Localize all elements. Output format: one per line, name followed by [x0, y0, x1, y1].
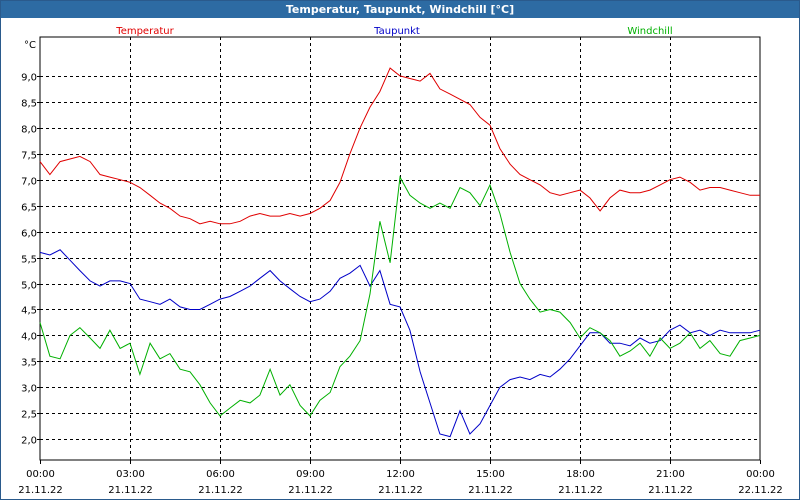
y-tick-label: 8,0 — [21, 125, 37, 136]
x-tick-date-label: 21.11.22 — [18, 485, 63, 496]
x-tick-date-label: 21.11.22 — [198, 485, 243, 496]
window-title: Temperatur, Taupunkt, Windchill [°C] — [285, 3, 515, 16]
y-tick-label: 7,0 — [21, 177, 37, 188]
y-tick-label: 4,5 — [21, 306, 37, 317]
x-tick-date-label: 22.11.22 — [738, 485, 783, 496]
x-tick-date-label: 21.11.22 — [108, 485, 153, 496]
y-tick-label: 9,0 — [21, 73, 37, 84]
grid-layer — [40, 37, 760, 460]
y-tick-label: 6,0 — [21, 229, 37, 240]
x-tick-time-label: 18:00 — [566, 469, 595, 480]
x-tick-time-label: 00:00 — [26, 469, 55, 480]
x-tick-date-label: 21.11.22 — [468, 485, 513, 496]
legend-entry-windchill: Windchill — [627, 26, 672, 37]
y-tick-label: 6,5 — [21, 203, 37, 214]
y-tick-label: 7,5 — [21, 151, 37, 162]
legend-entry-taupunkt: Taupunkt — [373, 26, 420, 37]
y-axis-unit-label: °C — [24, 40, 36, 51]
x-tick-time-label: 12:00 — [386, 469, 415, 480]
y-tick-label: 4,0 — [21, 332, 37, 343]
y-tick-label: 8,5 — [21, 99, 37, 110]
x-tick-time-label: 06:00 — [206, 469, 235, 480]
x-tick-date-label: 21.11.22 — [558, 485, 603, 496]
y-tick-label: 5,0 — [21, 281, 37, 292]
window-title-bar: Temperatur, Taupunkt, Windchill [°C] — [1, 1, 799, 18]
x-tick-date-label: 21.11.22 — [288, 485, 333, 496]
x-tick-time-label: 00:00 — [746, 469, 775, 480]
x-tick-time-label: 15:00 — [476, 469, 505, 480]
legend-entry-temperatur: Temperatur — [115, 26, 174, 37]
series-line-taupunkt — [39, 249, 761, 438]
series-layer — [39, 67, 761, 438]
x-tick-date-label: 21.11.22 — [648, 485, 693, 496]
series-line-temperatur — [39, 67, 760, 225]
axis-layer: 2,0 2,5 3,0 3,5 4,0 4,5 5,0 5,5 6,0 6,5 7,0 7,5 8,0 8… — [18, 36, 783, 496]
y-tick-label: 2,5 — [21, 410, 37, 421]
series-line-windchill — [39, 175, 761, 417]
y-tick-label: 3,0 — [21, 384, 37, 395]
y-tick-label: 3,5 — [21, 358, 37, 369]
x-tick-time-label: 03:00 — [116, 469, 145, 480]
y-tick-label: 5,5 — [21, 255, 37, 266]
x-tick-time-label: 21:00 — [656, 469, 685, 480]
x-tick-time-label: 09:00 — [296, 469, 325, 480]
legend-layer: Temperatur Taupunkt Windchill — [115, 26, 672, 37]
y-tick-label: 2,0 — [21, 436, 37, 447]
x-tick-date-label: 21.11.22 — [378, 485, 423, 496]
